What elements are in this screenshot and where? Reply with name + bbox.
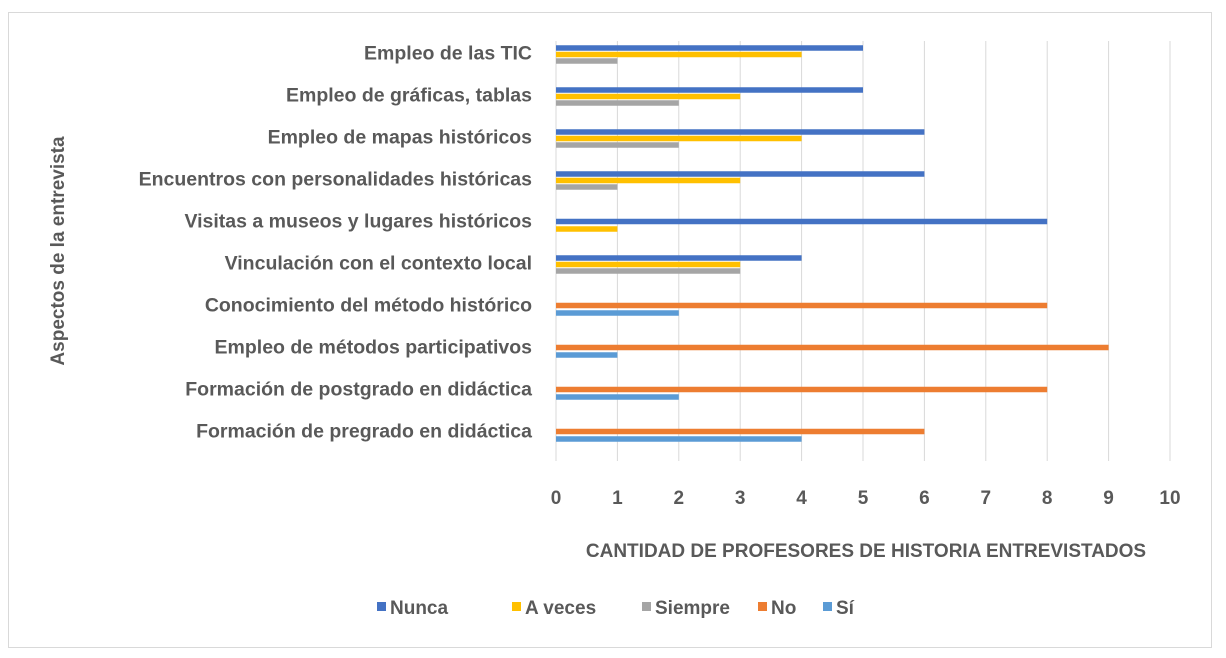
chart-frame: Empleo de las TIC Empleo de gráficas, tab… (8, 12, 1212, 648)
category-label: Formación de pregrado en didáctica (196, 421, 532, 443)
legend-swatch (377, 602, 386, 611)
x-tick-label: 9 (1103, 488, 1114, 509)
bar (556, 87, 863, 93)
category-label: Vinculación con el contexto local (225, 253, 532, 275)
bar (556, 428, 925, 435)
category-label: Visitas a museos y lugares históricos (184, 211, 532, 233)
bar (556, 129, 925, 135)
x-tick-label: 5 (858, 488, 869, 509)
bar (556, 310, 679, 316)
bar (556, 218, 1048, 225)
bar (556, 51, 802, 58)
bar (556, 45, 863, 51)
x-tick-label: 2 (674, 488, 685, 509)
bar (556, 261, 741, 268)
legend-label: Nunca (390, 598, 449, 619)
bar (556, 142, 679, 148)
bar (556, 386, 1048, 393)
bar (556, 344, 1109, 351)
x-axis-title: CANTIDAD DE PROFESORES DE HISTORIA ENTRE… (586, 541, 1146, 562)
category-label: Formación de postgrado en didáctica (185, 379, 532, 401)
category-label: Empleo de gráficas, tablas (286, 85, 532, 107)
bar (556, 268, 741, 274)
bar (556, 177, 741, 184)
x-tick-label: 0 (551, 488, 562, 509)
bar-chart: Empleo de las TIC Empleo de gráficas, tab… (48, 41, 1181, 619)
x-tick-label: 6 (919, 488, 930, 509)
bar (556, 100, 679, 106)
x-tick-label: 4 (796, 488, 807, 509)
bars (556, 45, 1109, 442)
bar (556, 352, 618, 358)
bar (556, 171, 925, 177)
category-label: Empleo de mapas históricos (268, 127, 533, 149)
y-axis-title: Aspectos de la entrevista (48, 136, 69, 366)
x-tick-label: 10 (1159, 488, 1180, 509)
category-label: Empleo de métodos participativos (215, 337, 533, 359)
category-label: Conocimiento del método histórico (205, 295, 532, 317)
legend-label: Siempre (655, 598, 730, 619)
bar (556, 394, 679, 400)
x-tick-label: 7 (981, 488, 992, 509)
bar (556, 436, 802, 442)
category-labels: Empleo de las TIC Empleo de gráficas, tab… (139, 43, 533, 443)
legend-label: Sí (836, 598, 855, 619)
bar (556, 135, 802, 142)
bar (556, 58, 618, 64)
legend-swatch (512, 602, 521, 611)
legend-swatch (642, 602, 651, 611)
legend-label: A veces (525, 598, 596, 619)
x-tick-label: 1 (612, 488, 623, 509)
legend-label: No (771, 598, 796, 619)
bar (556, 184, 618, 190)
x-tick-label: 8 (1042, 488, 1053, 509)
gridlines (555, 41, 1171, 461)
category-label: Empleo de las TIC (364, 43, 532, 65)
bar (556, 226, 618, 232)
legend-swatch (758, 602, 767, 611)
bar (556, 302, 1048, 309)
x-tick-label: 3 (735, 488, 746, 509)
legend-swatch (823, 602, 832, 611)
category-label: Encuentros con personalidades históricas (139, 169, 533, 191)
x-tick-labels: 0 1 2 3 4 5 6 7 8 9 10 (551, 488, 1181, 509)
bar (556, 93, 741, 100)
legend: Nunca A veces Siempre No Sí (377, 598, 855, 619)
bar (556, 255, 802, 261)
